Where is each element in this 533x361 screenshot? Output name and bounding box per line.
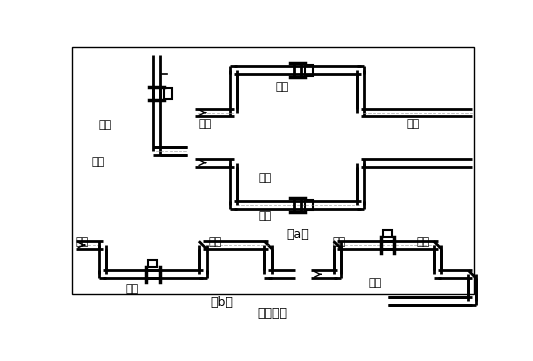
Text: 气泡: 气泡 (208, 238, 221, 247)
Text: （b）: （b） (211, 296, 233, 309)
Text: 图（四）: 图（四） (258, 306, 288, 319)
Text: 液体: 液体 (259, 211, 272, 221)
Text: 正确: 正确 (99, 120, 112, 130)
Text: 错误: 错误 (259, 173, 272, 183)
Text: 气泡: 气泡 (76, 238, 89, 247)
Bar (305, 65, 313, 76)
Text: 正确: 正确 (126, 283, 139, 293)
Bar (72, 47, 474, 293)
Bar (164, 88, 172, 99)
Text: （a）: （a） (286, 228, 309, 241)
Bar (383, 230, 392, 238)
Text: 气泡: 气泡 (332, 238, 345, 247)
Text: 液体: 液体 (199, 119, 212, 129)
Bar (148, 260, 157, 267)
Text: 错误: 错误 (368, 278, 382, 288)
Text: 正确: 正确 (276, 82, 289, 92)
Text: 液体: 液体 (407, 119, 420, 129)
Bar (305, 200, 313, 210)
Text: 液体: 液体 (91, 157, 104, 167)
Text: 气泡: 气泡 (417, 238, 430, 247)
